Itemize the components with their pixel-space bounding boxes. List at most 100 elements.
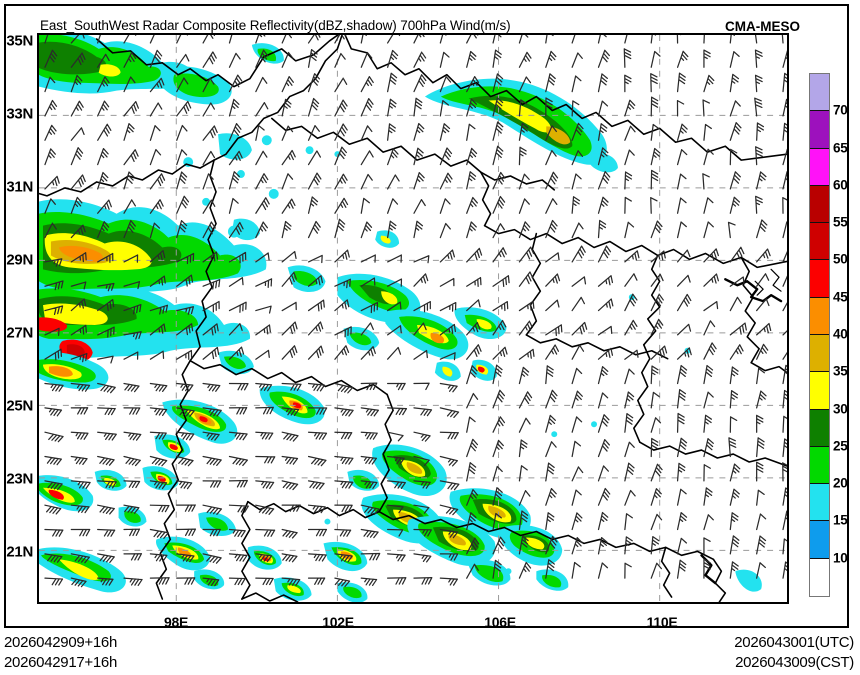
wind-barb (782, 538, 787, 555)
wind-barb (334, 249, 350, 263)
wind-barb (44, 76, 56, 93)
wind-barb (676, 462, 686, 482)
wind-barb (281, 382, 302, 392)
wind-barb (703, 221, 714, 239)
wind-barb (413, 480, 431, 489)
reflectivity-colorbar[interactable] (809, 73, 830, 597)
wind-barb (729, 246, 745, 263)
wind-barb (123, 254, 139, 263)
wind-barb (149, 148, 162, 166)
wind-barb (492, 346, 508, 360)
wind-barb (123, 553, 143, 561)
wind-barb (492, 275, 510, 288)
wind-barb (518, 99, 528, 117)
wind-barb (492, 559, 502, 579)
colorbar-segment (810, 185, 829, 224)
colorbar-segment (810, 334, 829, 373)
ytick-29n: 29N (6, 251, 33, 269)
wind-barb (571, 276, 587, 287)
wind-barb (782, 275, 787, 287)
wind-barb (360, 382, 378, 391)
wind-barb (281, 75, 294, 93)
wind-barb (439, 323, 456, 336)
wind-barb (597, 275, 614, 287)
ytick-35n: 35N (6, 32, 33, 50)
wind-barb (255, 305, 272, 314)
wind-barb (202, 382, 221, 392)
wind-barb (518, 320, 533, 336)
wind-barb (123, 455, 141, 467)
wind-barb (545, 344, 560, 360)
wind-barb (334, 431, 353, 440)
wind-barb (545, 198, 558, 214)
wind-barb (360, 125, 373, 141)
wind-barb (202, 77, 215, 93)
wind-barb (756, 219, 768, 239)
wind-barb (518, 35, 529, 44)
wind-barb (439, 382, 458, 393)
wind-barb (255, 324, 271, 336)
wind-barb (571, 321, 588, 336)
wind-barb (703, 364, 714, 385)
wind-barb (228, 74, 243, 93)
wind-barb (123, 51, 137, 68)
wind-barb (44, 49, 58, 68)
wind-barb (756, 513, 767, 531)
wind-barb (176, 407, 195, 418)
wind-barb (571, 537, 583, 555)
wind-barb (123, 528, 141, 537)
wind-barb (202, 504, 223, 515)
wind-barb (176, 35, 189, 44)
wind-barb (281, 345, 298, 360)
wind-barb (466, 299, 481, 312)
wind-barb (176, 195, 190, 214)
wind-barb (255, 197, 270, 214)
wind-barb (703, 487, 713, 506)
wind-barb (255, 528, 276, 537)
wind-barb (228, 35, 233, 44)
wind-barb (70, 431, 89, 440)
init-time-utc: 2026042909+16h (4, 634, 118, 651)
wind-barb (255, 49, 269, 68)
wind-barb (202, 455, 222, 466)
wind-barb (176, 431, 195, 441)
wind-barb (545, 441, 557, 458)
wind-barb (97, 282, 115, 292)
wind-barb (624, 35, 628, 44)
wind-barb (597, 439, 610, 458)
wind-barb (466, 171, 477, 190)
wind-barb (650, 35, 657, 44)
wind-barb (387, 577, 407, 585)
wind-barb (44, 577, 64, 586)
wind-barb (756, 343, 769, 360)
wind-barb (97, 76, 110, 93)
wind-barb (255, 406, 274, 415)
wind-barb (281, 220, 292, 239)
wind-barb (228, 150, 243, 166)
wind-barb (149, 35, 155, 44)
wind-barb (281, 321, 298, 336)
ytick-21n: 21N (6, 543, 33, 561)
wind-barb (492, 389, 506, 409)
wind-barb (360, 197, 370, 214)
wind-barb (545, 97, 553, 117)
wind-barb (729, 535, 740, 555)
wind-barb (782, 487, 787, 506)
wind-barb (676, 221, 687, 239)
wind-barb (703, 464, 711, 482)
wind-barb (176, 480, 193, 490)
wind-barb (387, 407, 408, 416)
wind-barb (597, 298, 614, 312)
wind-barb (255, 102, 269, 117)
map-plot-area[interactable] (37, 33, 789, 604)
wind-barb (70, 407, 89, 415)
wind-barb (123, 76, 136, 93)
wind-barbs-layer (44, 35, 787, 588)
xtick-106e: 106E (484, 614, 516, 630)
wind-barb (149, 504, 170, 513)
wind-barb (676, 559, 687, 579)
wind-barb (334, 382, 354, 394)
wind-barb (729, 196, 741, 214)
wind-barb (255, 278, 273, 288)
wind-barb (729, 366, 739, 385)
